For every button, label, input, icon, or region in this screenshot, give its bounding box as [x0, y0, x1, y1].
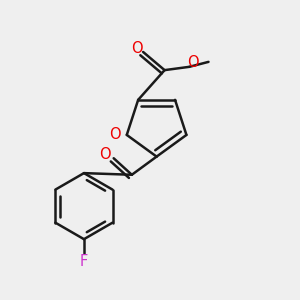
- Text: O: O: [131, 41, 142, 56]
- Text: O: O: [110, 128, 121, 142]
- Text: F: F: [80, 254, 88, 269]
- Text: O: O: [100, 148, 111, 163]
- Text: O: O: [187, 56, 199, 70]
